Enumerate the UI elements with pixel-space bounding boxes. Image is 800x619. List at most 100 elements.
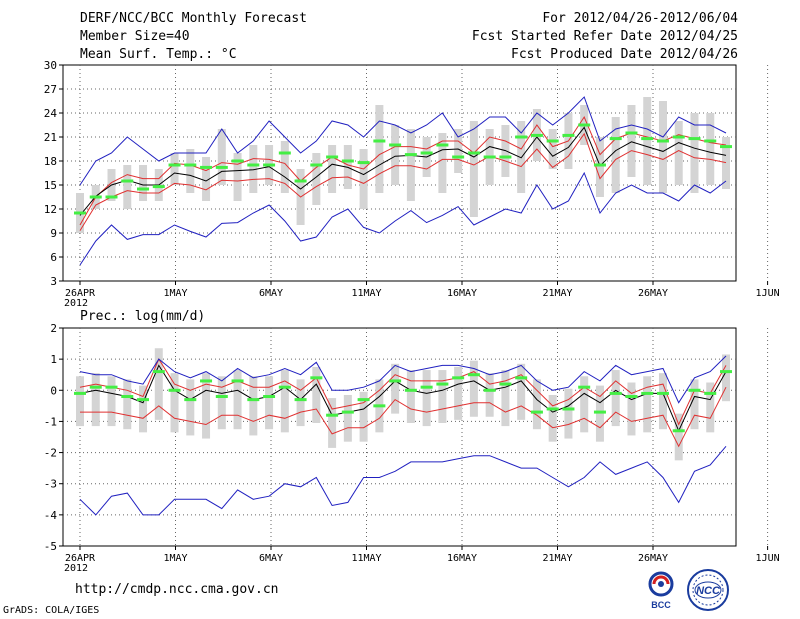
precip-panel-title: Prec.: log(mm/d): [80, 309, 206, 324]
panel-0-marker: [625, 131, 638, 135]
bcc-logo-text: BCC: [651, 600, 671, 610]
panel-0-spread-bar: [359, 149, 368, 209]
panel-0-spread-bar: [123, 165, 132, 209]
panel-0-spread-bar: [469, 121, 478, 217]
panel-1-marker: [672, 429, 685, 433]
panel-1-spread-bar: [154, 348, 163, 420]
panel-0-marker: [578, 123, 591, 127]
panel-0-ytick-label: 27: [44, 83, 57, 96]
panel-0-xtick-label: 16MAY: [447, 288, 477, 299]
panel-1-spread-bar: [202, 373, 211, 439]
panel-1-marker: [656, 391, 669, 395]
panel-1-spread-bar: [76, 376, 84, 427]
panel-1-marker: [200, 379, 213, 383]
panel-0-ytick-label: 6: [50, 251, 57, 264]
panel-0-frame: [62, 64, 737, 282]
panel-0-marker: [672, 135, 685, 139]
panel-1-xtick-label: 11MAY: [351, 553, 381, 564]
panel-0-spread-bar: [249, 145, 258, 193]
panel-0-year-label: 2012: [64, 298, 88, 309]
panel-1-spread-bar: [391, 363, 400, 414]
panel-1-spread-bar: [485, 373, 494, 417]
panel-0-marker: [530, 133, 543, 137]
panel-0-spread-bar: [233, 153, 242, 201]
panel-0-marker: [389, 143, 402, 147]
panel-1-spread-bar: [107, 376, 116, 427]
panel-1-marker: [168, 388, 181, 392]
panel-1-spread-bar: [422, 370, 431, 427]
panel-0-spread-bar: [595, 137, 604, 197]
panel-1-marker: [247, 398, 260, 402]
ncc-logo-text: NCC: [696, 585, 721, 597]
panel-1-spread-bar: [91, 373, 100, 427]
panel-0-ytick-label: 24: [44, 107, 58, 120]
panel-0-spread-bar: [202, 157, 211, 201]
panel-1-marker: [467, 373, 480, 377]
chart-title: DERF/NCC/BCC Monthly Forecast: [80, 11, 307, 26]
panel-0-spread-bar: [375, 105, 384, 193]
panel-0-spread-bar: [627, 105, 636, 177]
panel-1-marker: [341, 410, 354, 414]
panel-1-ytick-label: 2: [50, 322, 57, 335]
panel-1-xtick-label: 26MAY: [638, 553, 668, 564]
panel-1-marker: [578, 385, 591, 389]
panel-0-marker: [420, 151, 433, 155]
panel-1-spread-bar: [123, 379, 132, 430]
panel-1-spread-bar: [706, 382, 715, 433]
bcc-logo: BCC: [640, 568, 682, 610]
panel-1-upper-line: [79, 358, 727, 426]
panel-1-spread-bar: [595, 385, 604, 442]
panel-1-marker: [704, 391, 717, 395]
panel-0-marker: [341, 159, 354, 163]
forecast-period: For 2012/04/26-2012/06/04: [542, 11, 738, 26]
panel-0-spread-bar: [312, 153, 321, 205]
panel-0-marker: [641, 137, 654, 141]
panel-0-marker: [89, 195, 102, 199]
panel-0-marker: [200, 165, 213, 169]
panel-1-marker: [231, 379, 244, 383]
panel-1-marker: [688, 388, 701, 392]
panel-1-mean-line: [79, 364, 727, 433]
panel-1-ytick-label: 0: [50, 384, 57, 397]
variable-label: Mean Surf. Temp.: °C: [80, 47, 237, 62]
panel-0-spread-bar: [438, 133, 447, 193]
panel-0-marker: [231, 159, 244, 163]
panel-0-ytick-label: 18: [44, 155, 57, 168]
panel-1-marker: [499, 382, 512, 386]
panel-1-marker: [278, 385, 291, 389]
panel-0-marker: [373, 139, 386, 143]
panel-1-spread-bar: [296, 379, 305, 427]
panel-0-marker: [247, 163, 260, 167]
panel-1-marker: [562, 407, 575, 411]
panel-1-ytick-label: -3: [44, 478, 57, 491]
panel-1-marker: [452, 376, 465, 380]
panel-1-spread-bar: [217, 376, 226, 430]
panel-0-marker: [656, 139, 669, 143]
panel-1-year-label: 2012: [64, 563, 88, 574]
panel-1-spread-bar: [469, 360, 478, 417]
panel-1-spread-bar: [627, 382, 636, 436]
panel-1-ytick-label: 1: [50, 353, 57, 366]
panel-1-marker: [515, 376, 528, 380]
panel-0-marker: [452, 155, 465, 159]
panel-0-marker: [184, 163, 197, 167]
panel-0-spread-bar: [454, 129, 463, 173]
panel-1-marker: [137, 398, 150, 402]
panel-0-xtick-label: 1MAY: [163, 288, 187, 299]
panel-1-marker: [89, 385, 102, 389]
panel-1-marker: [105, 385, 118, 389]
panel-1-spread-bar: [249, 376, 258, 436]
panel-1-marker: [294, 398, 307, 402]
panel-0-spread-bar: [406, 129, 415, 201]
source-url[interactable]: http://cmdp.ncc.cma.gov.cn: [75, 582, 279, 597]
panel-0-marker: [357, 161, 370, 165]
panel-0-spread-bar: [548, 129, 557, 169]
panel-1-spread-bar: [280, 370, 289, 433]
panel-0-spread-bar: [643, 97, 652, 185]
panel-0-spread-bar: [139, 165, 148, 201]
panel-0-marker: [152, 185, 165, 189]
panel-1-marker: [389, 379, 402, 383]
panel-0-marker: [326, 155, 339, 159]
member-size-label: Member Size=40: [80, 29, 190, 44]
panel-1-spread-bar: [438, 370, 447, 423]
